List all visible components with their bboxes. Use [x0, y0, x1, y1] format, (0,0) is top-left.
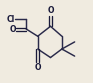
Text: O: O: [9, 25, 16, 34]
Text: O: O: [35, 62, 41, 72]
Text: O: O: [47, 6, 54, 15]
Text: Cl: Cl: [7, 15, 15, 24]
